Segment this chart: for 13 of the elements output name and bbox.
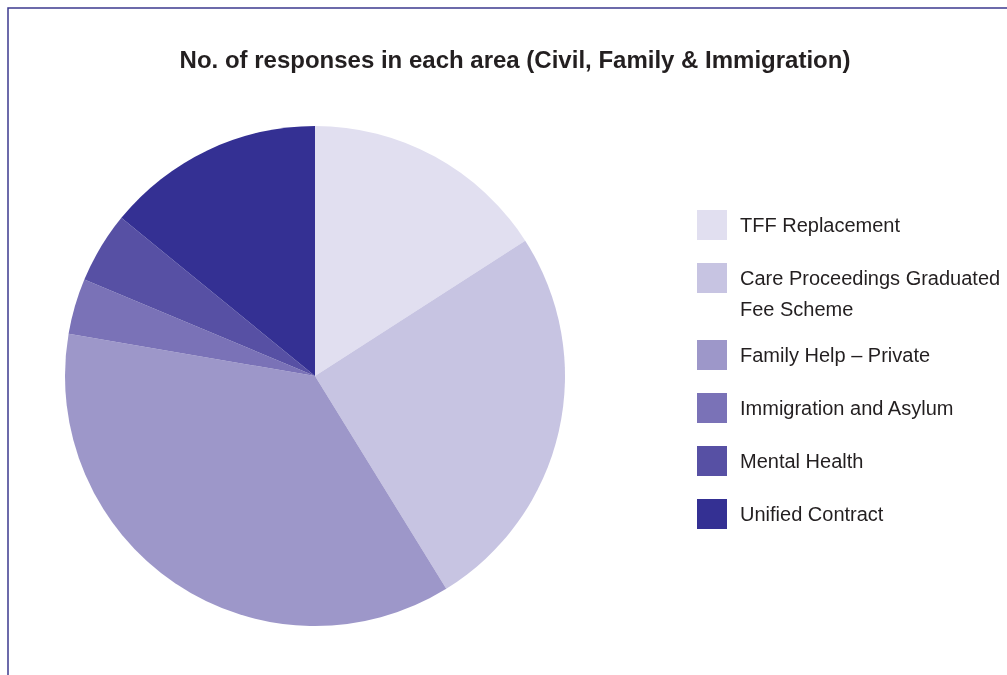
pie-slice [65, 333, 447, 626]
legend-label: Care Proceedings Graduated Fee Scheme [740, 267, 1001, 320]
chart-title: No. of responses in each area (Civil, Family & Immigration) [179, 46, 851, 73]
pie-slice [121, 126, 315, 376]
pie-slice [315, 126, 526, 376]
legend-label: Immigration and Asylum [740, 397, 954, 419]
legend-label: Unified Contract [740, 503, 884, 525]
legend-label: Mental Health [740, 450, 864, 472]
legend-label: Family Help – Private [740, 344, 931, 366]
pie-slice [84, 217, 315, 376]
pie-slice [315, 240, 565, 589]
pie-slice [68, 279, 315, 376]
legend-label: TFF Replacement [740, 214, 901, 236]
